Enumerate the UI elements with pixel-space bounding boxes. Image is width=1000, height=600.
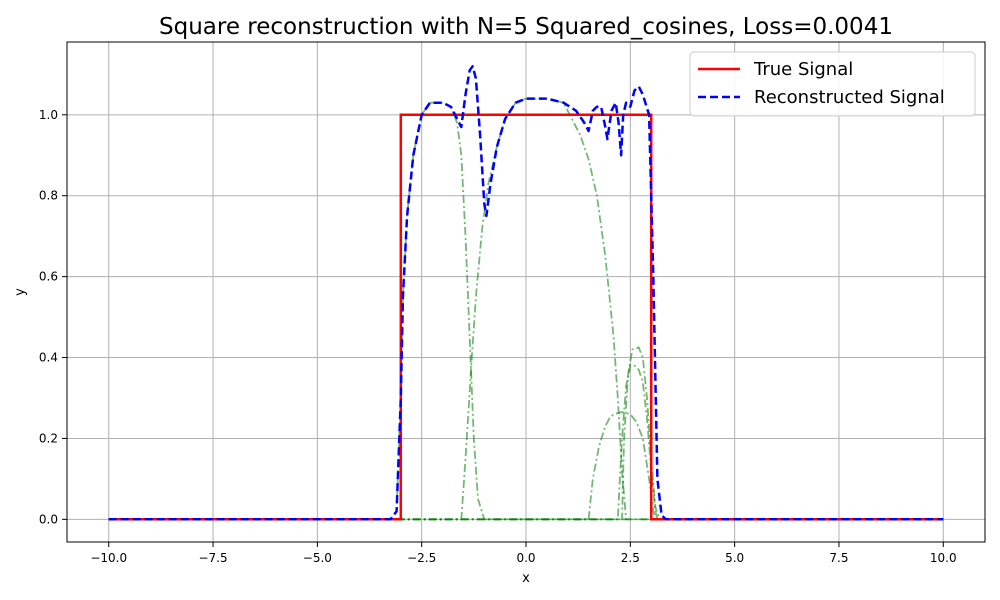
series-lines <box>108 65 944 521</box>
x-tick-label: −5.0 <box>303 551 332 565</box>
x-tick-label: 7.5 <box>829 551 848 565</box>
ticks: −10.0 −7.5 −5.0 −2.5 0.0 2.5 5.0 7.5 10.0 0.0 0.2 0… <box>39 108 957 565</box>
y-tick-label: 0.8 <box>39 189 58 203</box>
y-axis-label: y <box>13 288 28 296</box>
y-tick-label: 0.6 <box>39 270 58 284</box>
grid <box>67 42 985 542</box>
x-tick-label: 5.0 <box>725 551 744 565</box>
legend: True Signal Reconstructed Signal <box>689 51 976 117</box>
x-tick-label: −2.5 <box>407 551 436 565</box>
x-tick-label: 10.0 <box>930 551 957 565</box>
x-tick-label: −7.5 <box>198 551 227 565</box>
x-tick-label: −10.0 <box>90 551 127 565</box>
component-line-4 <box>108 364 944 521</box>
x-tick-label: 2.5 <box>621 551 640 565</box>
x-tick-label: 0.0 <box>516 551 535 565</box>
y-tick-label: 0.4 <box>39 351 58 365</box>
y-tick-label: 0.0 <box>39 512 58 526</box>
plot-frame <box>66 41 986 543</box>
x-axis-label: x <box>522 571 530 586</box>
chart-title: Square reconstruction with N=5 Squared_c… <box>159 14 893 40</box>
series-line-reconstructed <box>108 65 944 521</box>
legend-label-reconstructed: Reconstructed Signal <box>754 87 945 108</box>
component-line-3 <box>108 411 944 521</box>
legend-frame <box>689 51 976 117</box>
legend-label-true-signal: True Signal <box>753 59 853 80</box>
y-tick-label: 0.2 <box>39 431 58 445</box>
component-line-5 <box>108 346 944 521</box>
y-tick-label: 1.0 <box>39 108 58 122</box>
